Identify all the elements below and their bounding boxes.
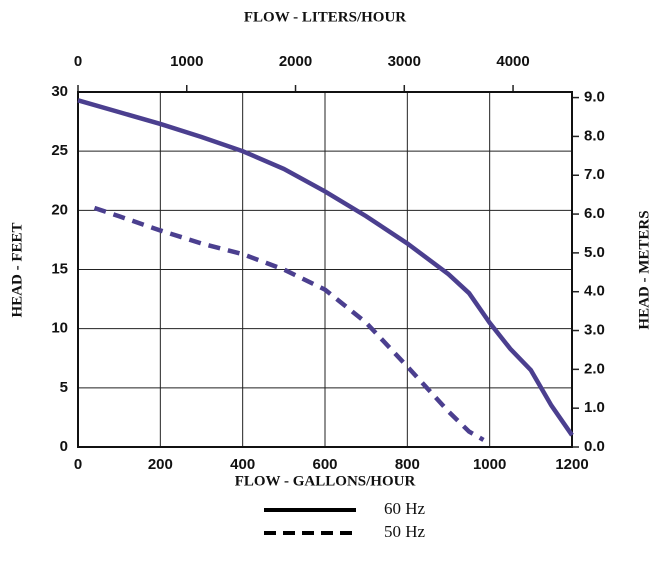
y2-axis-title: HEAD - METERS bbox=[636, 210, 652, 329]
y2-tick-label: 3.0 bbox=[584, 321, 605, 338]
x-axis-title: FLOW - GALLONS/HOUR bbox=[235, 473, 416, 489]
x2-tick-label: 4000 bbox=[496, 53, 529, 70]
x-tick-label: 400 bbox=[230, 456, 255, 473]
x2-tick-label: 0 bbox=[74, 53, 82, 70]
y2-tick-label: 6.0 bbox=[584, 205, 605, 222]
y2-tick-label: 4.0 bbox=[584, 283, 605, 300]
top-axis-title: FLOW - LITERS/HOUR bbox=[244, 9, 406, 25]
x-tick-label: 1200 bbox=[555, 456, 588, 473]
y-tick-label: 15 bbox=[51, 260, 68, 277]
y2-tick-label: 1.0 bbox=[584, 399, 605, 416]
y-tick-label: 0 bbox=[60, 438, 68, 455]
y-tick-label: 5 bbox=[60, 379, 68, 396]
series-line bbox=[77, 98, 574, 437]
x-tick-label: 600 bbox=[312, 456, 337, 473]
y-axis-title: HEAD - FEET bbox=[9, 222, 25, 317]
x-tick-label: 800 bbox=[395, 456, 420, 473]
y2-tick-label: 2.0 bbox=[584, 360, 605, 377]
x-tick-label: 1000 bbox=[473, 456, 506, 473]
x2-tick-label: 1000 bbox=[170, 53, 203, 70]
y-tick-label: 20 bbox=[51, 201, 68, 218]
y-tick-label: 10 bbox=[51, 320, 68, 337]
x2-tick-label: 3000 bbox=[388, 53, 421, 70]
series-line bbox=[93, 205, 485, 442]
x2-tick-label: 2000 bbox=[279, 53, 312, 70]
x-tick-label: 200 bbox=[148, 456, 173, 473]
y2-tick-label: 5.0 bbox=[584, 244, 605, 261]
legend-label: 60 Hz bbox=[384, 499, 426, 518]
y-tick-label: 25 bbox=[51, 142, 68, 159]
y2-tick-label: 9.0 bbox=[584, 89, 605, 106]
legend-label: 50 Hz bbox=[384, 522, 426, 541]
y2-tick-label: 7.0 bbox=[584, 166, 605, 183]
y2-tick-label: 0.0 bbox=[584, 438, 605, 455]
x-tick-label: 0 bbox=[74, 456, 82, 473]
y2-tick-label: 8.0 bbox=[584, 127, 605, 144]
plot-frame bbox=[77, 91, 573, 448]
y-tick-label: 30 bbox=[51, 83, 68, 100]
